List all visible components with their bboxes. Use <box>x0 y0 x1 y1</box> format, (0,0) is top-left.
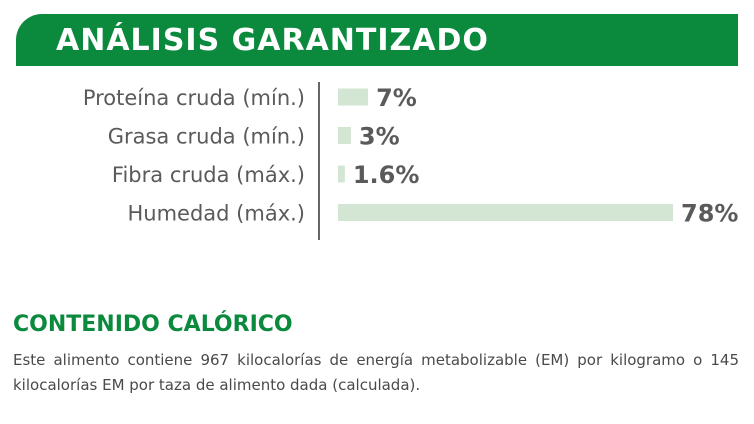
page-title: ANÁLISIS GARANTIZADO <box>56 23 489 58</box>
bar <box>338 204 673 221</box>
data-label: 1.6% <box>353 161 420 189</box>
header-banner: ANÁLISIS GARANTIZADO <box>16 14 738 66</box>
data-label: 3% <box>359 123 400 151</box>
category-label: Proteína cruda (mín.) <box>83 86 305 110</box>
caloric-description: Este alimento contiene 967 kilocalorías … <box>13 351 739 394</box>
caloric-title: CONTENIDO CALÓRICO <box>13 312 293 337</box>
category-label: Grasa cruda (mín.) <box>108 125 305 149</box>
data-label: 78% <box>681 200 738 228</box>
bar <box>338 88 369 106</box>
bar-chart: Proteína cruda (mín.) 7% Grasa cruda (mín.… <box>83 82 739 240</box>
category-label: Fibra cruda (máx.) <box>112 163 305 187</box>
bars-group: Proteína cruda (mín.) 7% Grasa cruda (mín.… <box>83 84 739 228</box>
category-label: Humedad (máx.) <box>128 202 306 226</box>
bar <box>338 127 351 144</box>
bar <box>338 165 345 183</box>
data-label: 7% <box>376 84 417 112</box>
